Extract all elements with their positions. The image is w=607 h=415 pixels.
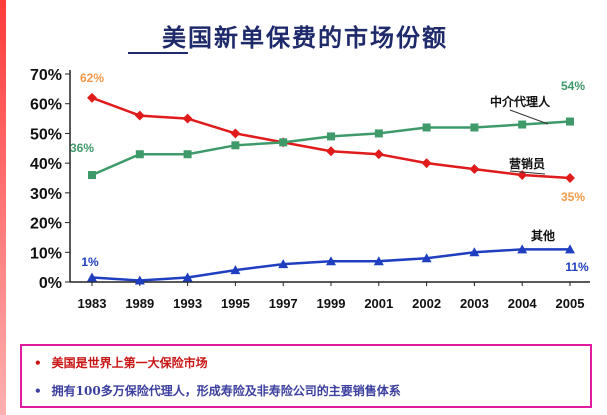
line-chart: 0% 10% 20% 30% 40% 50% 60% 70% 1983 1989 1993 1995 1… — [30, 67, 590, 311]
note-item: • 美国是世界上第一大保险市场 — [34, 354, 208, 371]
left-accent-bar — [0, 0, 6, 415]
y-tick-label: 40% — [30, 156, 62, 173]
x-tick-label: 2005 — [556, 296, 585, 311]
data-point — [230, 265, 241, 275]
notes-box: • 美国是世界上第一大保险市场 • 拥有100多万保险代理人，形成寿险及非寿险公司的… — [20, 344, 592, 408]
note-text: 拥有100多万保险代理人，形成寿险及非寿险公司的主要销售体系 — [51, 384, 401, 398]
data-point — [327, 132, 335, 141]
y-tick-label: 50% — [30, 126, 62, 143]
x-tick-label: 2003 — [460, 296, 489, 311]
x-tick-label: 1999 — [317, 296, 346, 311]
data-point — [182, 272, 193, 282]
data-point — [565, 173, 575, 183]
data-point — [373, 149, 384, 160]
data-point — [134, 110, 145, 121]
x-tick-label: 1995 — [221, 296, 250, 311]
data-point — [373, 256, 384, 266]
data-point — [134, 275, 145, 285]
data-point — [566, 117, 574, 126]
x-tick-label: 1983 — [78, 296, 107, 311]
data-point — [470, 123, 479, 132]
x-tick-label: 2001 — [364, 296, 393, 311]
data-point — [231, 141, 240, 150]
data-point — [422, 123, 431, 132]
data-point — [469, 247, 480, 257]
y-tick-label: 70% — [30, 67, 62, 84]
data-point — [279, 138, 288, 147]
data-point — [135, 150, 144, 159]
series-label: 中介代理人 — [490, 94, 551, 109]
series-label: 营销员 — [509, 156, 545, 171]
data-point — [517, 244, 528, 254]
series-label-leader — [509, 170, 546, 175]
value-annotation: 36% — [70, 141, 94, 155]
data-point — [374, 129, 383, 138]
y-tick-label: 0% — [39, 275, 62, 292]
data-point — [87, 92, 97, 103]
value-annotation: 1% — [81, 255, 99, 269]
data-point — [183, 150, 192, 159]
note-item: • 拥有100多万保险代理人，形成寿险及非寿险公司的主要销售体系 — [34, 382, 401, 399]
x-tick-label: 1993 — [173, 296, 202, 311]
y-tick-label: 30% — [30, 186, 62, 203]
x-tick-label: 2004 — [508, 296, 538, 311]
data-point — [518, 120, 527, 129]
y-tick-label: 60% — [30, 97, 62, 114]
data-point — [87, 272, 97, 282]
data-point — [565, 244, 575, 254]
x-tick-label: 2002 — [412, 296, 441, 311]
data-point — [278, 259, 289, 269]
x-tick-label: 1989 — [125, 296, 154, 311]
value-annotation: 35% — [561, 190, 585, 204]
data-point — [421, 253, 432, 263]
data-point — [230, 128, 241, 139]
data-point — [326, 146, 336, 157]
value-annotation: 11% — [565, 260, 589, 274]
data-point — [88, 171, 96, 180]
x-tick-label: 1997 — [269, 296, 298, 311]
data-point — [182, 113, 193, 124]
title-underline — [128, 52, 188, 54]
data-point — [421, 158, 432, 169]
series-label-leader — [509, 109, 549, 125]
data-point — [326, 256, 336, 266]
data-point — [469, 164, 480, 175]
y-tick-label: 20% — [30, 216, 62, 233]
chart-title: 美国新单保费的市场份额 — [162, 23, 448, 52]
bullet-icon: • — [34, 356, 42, 370]
note-text: 美国是世界上第一大保险市场 — [51, 356, 208, 370]
bullet-icon: • — [34, 384, 42, 398]
value-annotation: 54% — [561, 79, 585, 93]
series-label: 其他 — [531, 228, 555, 243]
y-tick-label: 10% — [30, 245, 62, 262]
value-annotation: 62% — [80, 71, 104, 85]
